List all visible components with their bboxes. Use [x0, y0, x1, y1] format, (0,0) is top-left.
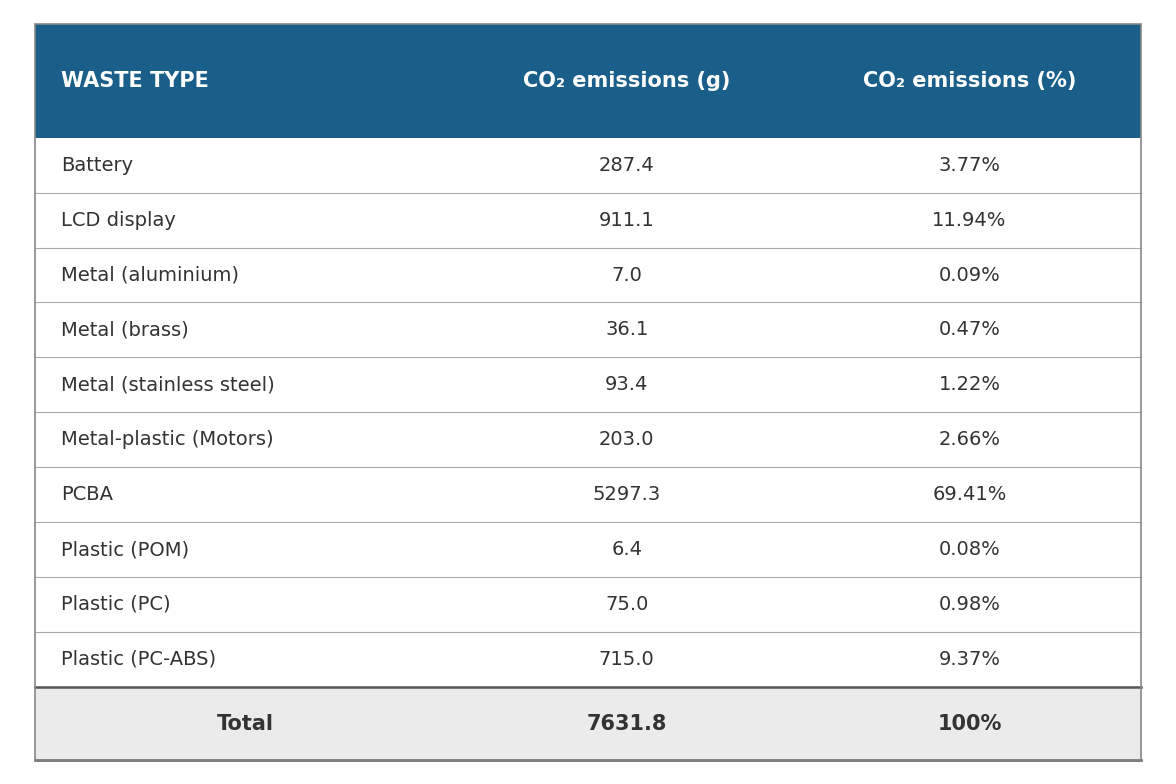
- FancyBboxPatch shape: [35, 467, 1141, 522]
- Text: 1.22%: 1.22%: [938, 376, 1001, 394]
- FancyBboxPatch shape: [35, 632, 1141, 687]
- Text: LCD display: LCD display: [61, 211, 176, 230]
- Text: Battery: Battery: [61, 156, 133, 175]
- Text: 0.09%: 0.09%: [938, 266, 1001, 285]
- FancyBboxPatch shape: [35, 577, 1141, 632]
- Text: 11.94%: 11.94%: [933, 211, 1007, 230]
- Text: Metal-plastic (Motors): Metal-plastic (Motors): [61, 430, 274, 449]
- Text: 2.66%: 2.66%: [938, 430, 1001, 449]
- Text: 36.1: 36.1: [604, 321, 648, 339]
- FancyBboxPatch shape: [35, 522, 1141, 577]
- Text: 0.98%: 0.98%: [938, 595, 1001, 614]
- Text: 75.0: 75.0: [604, 595, 648, 614]
- Text: 911.1: 911.1: [599, 211, 655, 230]
- Text: 9.37%: 9.37%: [938, 650, 1001, 669]
- Text: 0.08%: 0.08%: [938, 540, 1001, 559]
- Text: 7.0: 7.0: [612, 266, 642, 285]
- FancyBboxPatch shape: [35, 687, 1141, 760]
- FancyBboxPatch shape: [35, 358, 1141, 412]
- Text: 5297.3: 5297.3: [593, 485, 661, 504]
- Text: Metal (brass): Metal (brass): [61, 321, 189, 339]
- Text: 287.4: 287.4: [599, 156, 655, 175]
- FancyBboxPatch shape: [35, 138, 1141, 193]
- Text: Metal (stainless steel): Metal (stainless steel): [61, 376, 275, 394]
- Text: 100%: 100%: [937, 713, 1002, 734]
- FancyBboxPatch shape: [35, 24, 1141, 138]
- Text: 69.41%: 69.41%: [933, 485, 1007, 504]
- Text: CO₂ emissions (%): CO₂ emissions (%): [863, 71, 1076, 91]
- Text: 715.0: 715.0: [599, 650, 655, 669]
- Text: 7631.8: 7631.8: [587, 713, 667, 734]
- Text: 203.0: 203.0: [599, 430, 654, 449]
- Text: Plastic (PC-ABS): Plastic (PC-ABS): [61, 650, 216, 669]
- Text: 93.4: 93.4: [604, 376, 648, 394]
- FancyBboxPatch shape: [35, 303, 1141, 358]
- Text: Plastic (POM): Plastic (POM): [61, 540, 189, 559]
- Text: 0.47%: 0.47%: [938, 321, 1001, 339]
- FancyBboxPatch shape: [35, 193, 1141, 248]
- FancyBboxPatch shape: [35, 412, 1141, 467]
- Text: PCBA: PCBA: [61, 485, 113, 504]
- Text: WASTE TYPE: WASTE TYPE: [61, 71, 209, 91]
- Text: Metal (aluminium): Metal (aluminium): [61, 266, 239, 285]
- Text: Total: Total: [216, 713, 274, 734]
- Text: 6.4: 6.4: [612, 540, 642, 559]
- Text: Plastic (PC): Plastic (PC): [61, 595, 171, 614]
- Text: 3.77%: 3.77%: [938, 156, 1001, 175]
- Text: CO₂ emissions (g): CO₂ emissions (g): [523, 71, 730, 91]
- FancyBboxPatch shape: [35, 248, 1141, 303]
